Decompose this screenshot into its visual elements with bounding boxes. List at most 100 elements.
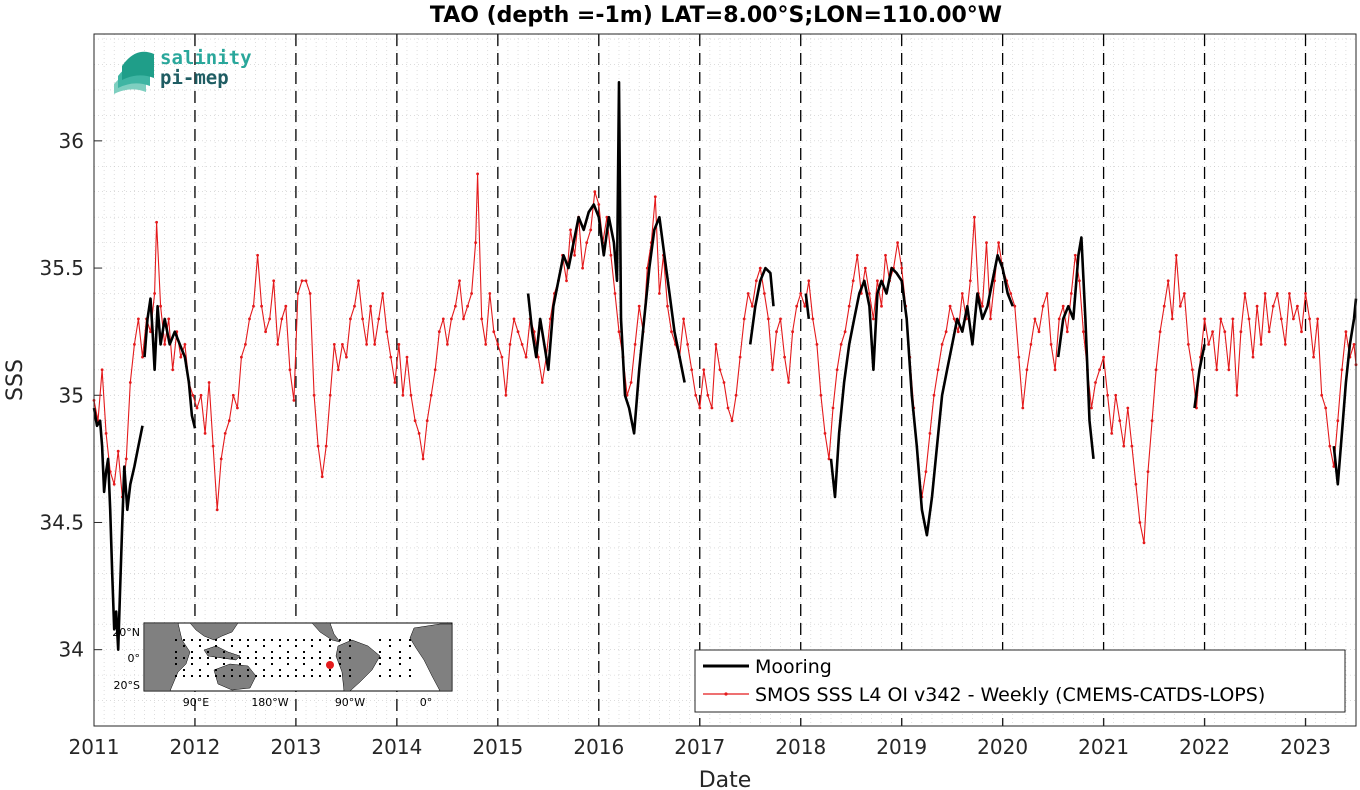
inset-mooring-dot [389,669,391,671]
smos-point [155,220,159,224]
smos-point [1308,317,1311,321]
smos-point [758,266,762,270]
legend-box [694,649,1346,713]
smos-point [1114,393,1118,397]
smos-point [589,228,593,232]
smos-point [1122,444,1126,448]
inset-mooring-dot [215,657,217,659]
smos-point [585,241,589,245]
inset-mooring-dot [263,639,265,641]
inset-mooring-dot [279,639,281,641]
smos-point [183,343,187,346]
x-tick-label: 2021 [1078,735,1129,759]
inset-mooring-dot [295,639,297,641]
smos-point [1243,292,1247,295]
smos-point [973,215,976,219]
smos-point [730,419,734,423]
x-tick-label: 2011 [69,735,120,759]
smos-point [272,279,276,283]
smos-point [1037,330,1041,334]
inset-mooring-dot [231,639,233,641]
smos-point [811,317,815,321]
smos-point [462,317,465,321]
smos-point [1320,393,1324,397]
inset-mooring-dot [287,675,289,677]
smos-point [734,393,738,397]
legend-label-mooring: Mooring [755,656,832,678]
smos-point [981,304,984,308]
smos-point [1191,368,1194,372]
smos-point [1215,368,1219,372]
smos-point [292,399,296,402]
smos-point [1296,304,1299,308]
y-tick-label: 35 [59,383,84,407]
smos-point [1211,330,1214,334]
smos-point [381,292,385,295]
x-tick-label: 2013 [270,735,321,759]
smos-point [1239,330,1243,334]
inset-mooring-dot [329,657,331,659]
inset-mooring-dot [263,645,265,647]
smos-point [341,343,344,346]
smos-point [1203,317,1206,321]
inset-mooring-dot [329,675,331,677]
inset-mooring-dot [311,645,313,647]
smos-point [1061,304,1065,308]
smos-point [141,355,144,359]
smos-point [960,292,964,295]
smos-point [855,253,859,257]
inset-lon-tick: 180°W [251,696,288,709]
smos-point [767,317,770,321]
smos-point [429,393,433,397]
smos-point [256,253,259,257]
smos-point [1227,368,1231,372]
smos-point [754,279,758,283]
smos-point [240,355,243,359]
inset-mooring-dot [271,663,273,665]
inset-mooring-dot [287,639,289,641]
inset-mooring-dot [287,651,289,653]
smos-point [508,343,512,346]
smos-point [738,355,742,359]
inset-mooring-dot [379,663,381,665]
smos-point [397,343,401,346]
smos-point [288,368,292,372]
smos-point [787,381,790,384]
smos-point [581,266,584,270]
smos-point [1130,444,1134,448]
smos-point [831,406,835,410]
smos-point [1219,317,1223,321]
inset-mooring-dot [279,675,281,677]
inset-mooring-dot [263,675,265,677]
smos-point [409,393,413,397]
smos-point [425,419,429,423]
inset-mooring-dot [263,669,265,671]
smos-point [1174,253,1178,257]
smos-point [373,343,377,346]
logo-line2: pi-mep [160,67,229,89]
smos-point [791,330,794,334]
inset-lat-tick: 0° [128,652,141,665]
inset-mooring-dot [239,675,241,677]
inset-mooring-dot [349,645,351,647]
inset-mooring-dot [239,663,241,665]
smos-point [512,317,516,321]
smos-point [868,292,871,295]
smos-point [702,368,706,372]
smos-point [1021,406,1025,410]
inset-mooring-dot [199,669,201,671]
smos-point [670,330,673,334]
mooring-segment [92,407,144,652]
x-tick-label: 2012 [170,735,221,759]
smos-point [1142,541,1146,545]
smos-point [1033,317,1037,321]
smos-point [1118,419,1122,423]
inset-mooring-dot [349,669,351,671]
x-tick-label: 2019 [876,735,927,759]
smos-point [633,343,637,346]
smos-point [446,343,449,346]
smos-point [1041,304,1045,308]
smos-point [1090,406,1093,410]
smos-point [924,470,928,473]
smos-point [124,457,128,461]
